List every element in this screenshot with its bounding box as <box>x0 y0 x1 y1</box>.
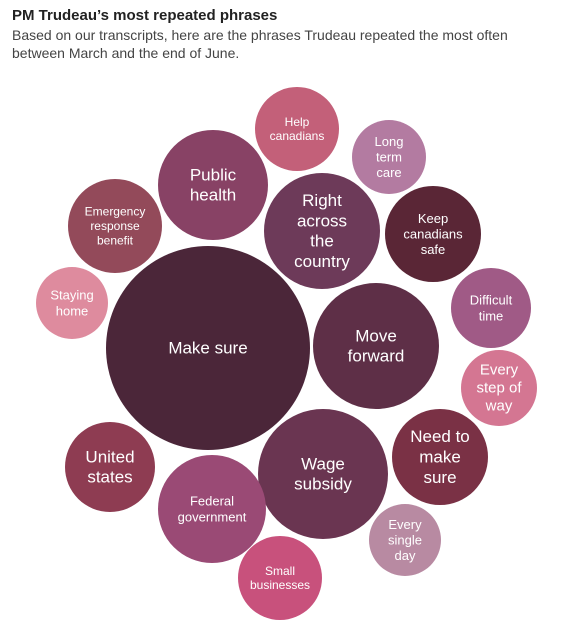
bubble-label-right-across-the-country-line-2: across <box>297 211 347 230</box>
bubble-public-health: Public health <box>158 130 268 240</box>
bubble-label-long-term-care-line-3: care <box>376 165 401 180</box>
chart-header: PM Trudeau’s most repeated phrases Based… <box>12 6 577 62</box>
bubble-label-move-forward-line-1: Move <box>355 326 397 345</box>
bubble-label-united-states-line-2: states <box>87 468 132 487</box>
bubble-label-make-sure-line-1: Make sure <box>168 339 247 358</box>
bubble-label-keep-canadians-safe-line-3: safe <box>421 242 446 257</box>
bubble-label-every-single-day-line-3: day <box>395 548 416 563</box>
bubble-circle-right-across-the-country <box>264 173 380 289</box>
bubble-label-small-businesses-line-2: businesses <box>250 578 310 592</box>
chart-title: PM Trudeau’s most repeated phrases <box>12 7 278 24</box>
bubble-circle-help-canadians <box>255 87 339 171</box>
bubble-circle-every-single-day <box>369 504 441 576</box>
bubble-move-forward: Move forward <box>313 283 439 409</box>
bubble-circle-federal-government <box>158 455 266 563</box>
bubble-circle-difficult-time <box>451 268 531 348</box>
bubble-label-wage-subsidy-line-2: subsidy <box>294 475 352 494</box>
bubble-label-federal-government-line-1: Federal <box>190 494 234 509</box>
bubble-circle-need-to-make-sure <box>392 409 488 505</box>
bubble-circle-public-health <box>158 130 268 240</box>
bubble-label-help-canadians-line-2: canadians <box>270 129 325 143</box>
bubble-circle-wage-subsidy <box>258 409 388 539</box>
bubble-circle-make-sure <box>106 246 310 450</box>
bubble-label-every-step-of-way-line-1: Every <box>480 362 519 379</box>
bubble-united-states: United states <box>65 422 155 512</box>
bubble-make-sure: Make sure <box>106 246 310 450</box>
bubble-circle-every-step-of-way <box>461 350 537 426</box>
bubble-label-difficult-time-line-2: time <box>479 308 504 323</box>
bubble-label-every-step-of-way-line-3: way <box>485 398 513 415</box>
bubble-label-need-to-make-sure-line-3: sure <box>423 468 456 487</box>
bubble-label-move-forward-line-2: forward <box>348 347 405 366</box>
bubble-label-keep-canadians-safe-line-1: Keep <box>418 211 448 226</box>
bubble-label-public-health-line-1: Public <box>190 165 237 184</box>
bubble-label-public-health-line-2: health <box>190 186 236 205</box>
bubble-label-small-businesses-line-1: Small <box>265 564 295 578</box>
bubble-label-long-term-care-line-1: Long <box>375 134 404 149</box>
bubble-label-united-states-line-1: United <box>85 447 134 466</box>
bubble-label-every-step-of-way-line-2: step of <box>476 380 522 397</box>
bubble-label-long-term-care-line-2: term <box>376 150 402 165</box>
bubble-circle-small-businesses <box>238 536 322 620</box>
chart-subtitle-line-1: Based on our transcripts, here are the p… <box>12 27 508 43</box>
bubble-circle-long-term-care <box>352 120 426 194</box>
bubble-label-right-across-the-country-line-1: Right <box>302 191 342 210</box>
bubble-label-federal-government-line-2: government <box>178 509 247 524</box>
chart-subtitle-line-2: between March and the end of June. <box>12 45 240 61</box>
bubble-circle-staying-home <box>36 267 108 339</box>
bubble-label-need-to-make-sure-line-2: make <box>419 448 461 467</box>
bubble-label-every-single-day-line-1: Every <box>388 517 422 532</box>
bubble-circle-emergency-response-benefit <box>68 179 162 273</box>
bubble-label-difficult-time-line-1: Difficult <box>470 293 513 308</box>
bubble-label-every-single-day-line-2: single <box>388 533 422 548</box>
bubble-label-help-canadians-line-1: Help <box>285 115 310 129</box>
bubble-label-need-to-make-sure-line-1: Need to <box>410 427 470 446</box>
bubble-circle-keep-canadians-safe <box>385 186 481 282</box>
bubble-label-emergency-response-benefit-line-2: response <box>90 219 140 233</box>
bubble-wage-subsidy: Wage subsidy <box>258 409 388 539</box>
bubble-label-staying-home-line-1: Staying <box>50 288 93 303</box>
bubble-circle-united-states <box>65 422 155 512</box>
bubble-label-wage-subsidy-line-1: Wage <box>301 454 345 473</box>
bubble-label-right-across-the-country-line-4: country <box>294 252 350 271</box>
bubble-circle-move-forward <box>313 283 439 409</box>
bubble-label-emergency-response-benefit-line-1: Emergency <box>85 205 146 219</box>
bubble-label-right-across-the-country-line-3: the <box>310 232 334 251</box>
bubble-label-staying-home-line-2: home <box>56 303 89 318</box>
bubble-label-keep-canadians-safe-line-2: canadians <box>403 227 463 242</box>
bubble-label-emergency-response-benefit-line-3: benefit <box>97 233 134 247</box>
